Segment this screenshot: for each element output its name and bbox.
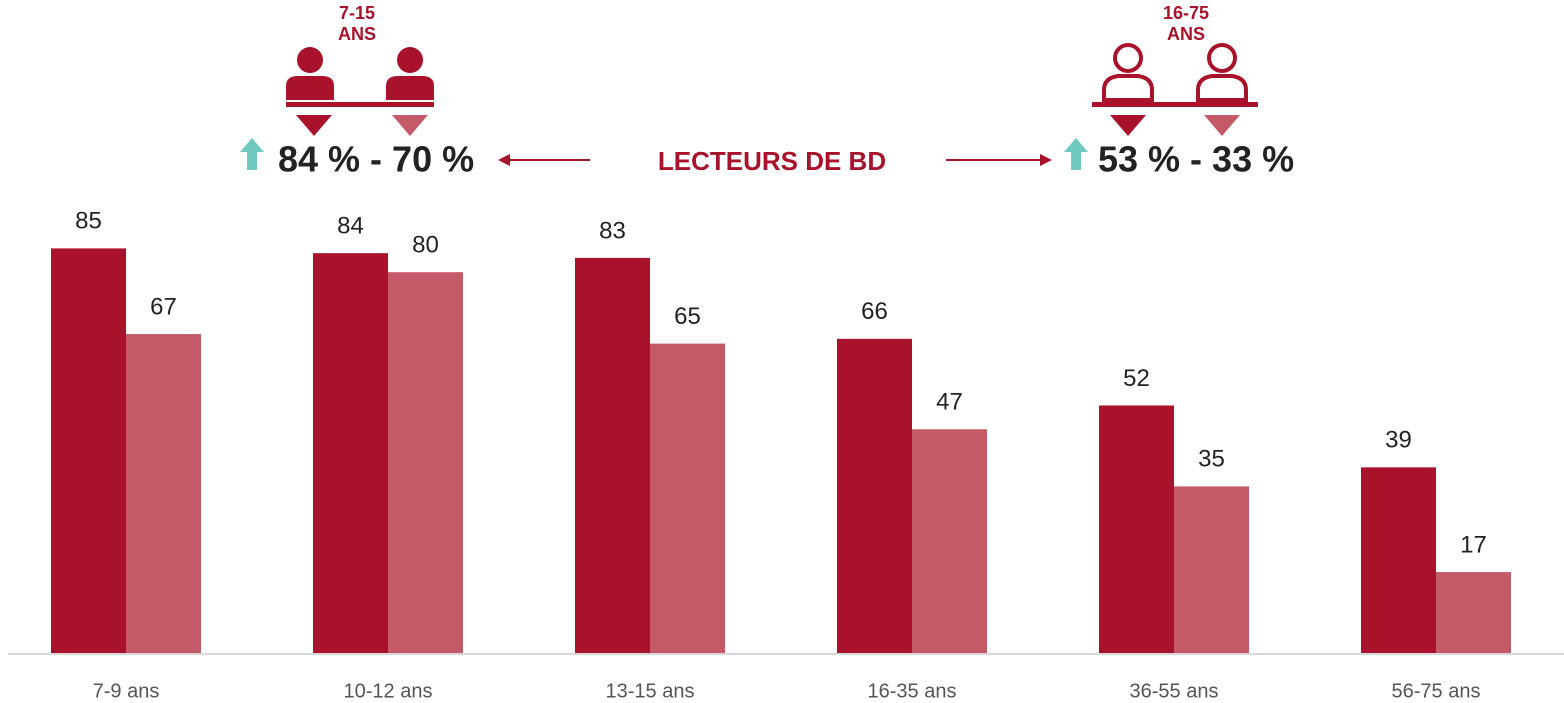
marker (1204, 115, 1240, 136)
age-label: 16-75 (1163, 3, 1209, 23)
value-label: 84 (337, 213, 364, 240)
bar (388, 272, 463, 653)
x-tick-label: 7-9 ans (93, 680, 160, 702)
arrow-head (1040, 154, 1052, 166)
value-label: 85 (75, 208, 102, 235)
value-label: 67 (150, 293, 177, 320)
up-arrow (240, 138, 264, 170)
marker (392, 115, 428, 136)
bar (126, 334, 201, 653)
x-tick-label: 36-55 ans (1130, 680, 1219, 702)
bar (1361, 467, 1436, 653)
stat: 53 % - 33 % (1098, 139, 1294, 180)
value-label: 83 (599, 217, 626, 244)
bar (1436, 572, 1511, 653)
x-tick-label: 13-15 ans (606, 680, 695, 702)
marker (296, 115, 332, 136)
x-tick-label: 16-35 ans (868, 680, 957, 702)
bar (313, 253, 388, 653)
value-label: 80 (412, 232, 439, 259)
bar (1099, 405, 1174, 653)
left-group: 7-15 ANS 84 % - 70 % (240, 3, 474, 180)
stat: 84 % - 70 % (278, 139, 474, 180)
up-arrow (1064, 138, 1088, 170)
value-label: 65 (674, 303, 701, 330)
x-tick-label: 56-75 ans (1392, 680, 1481, 702)
right-group: 16-75 ANS 53 % - 33 % (1064, 3, 1294, 180)
bar (1174, 486, 1249, 653)
boy-icon (286, 47, 334, 100)
value-label: 66 (861, 298, 888, 325)
value-label: 39 (1385, 427, 1412, 454)
girl-icon (386, 47, 434, 100)
bar (51, 248, 126, 653)
bar (650, 343, 725, 653)
value-label: 17 (1460, 531, 1487, 558)
value-label: 52 (1123, 365, 1150, 392)
value-label: 47 (936, 389, 963, 416)
divider (286, 102, 434, 107)
bar (912, 429, 987, 653)
woman-icon (1196, 43, 1248, 102)
age-unit: ANS (338, 24, 376, 44)
center-title: LECTEURS DE BD (658, 146, 886, 176)
age-label: 7-15 (339, 3, 375, 23)
age-unit: ANS (1167, 24, 1205, 44)
bar (575, 257, 650, 653)
divider (1092, 102, 1258, 107)
marker (1110, 115, 1146, 136)
value-label: 35 (1198, 446, 1225, 473)
arrow-head (498, 154, 510, 166)
x-tick-label: 10-12 ans (344, 680, 433, 702)
man-icon (1102, 43, 1154, 102)
bar (837, 338, 912, 653)
